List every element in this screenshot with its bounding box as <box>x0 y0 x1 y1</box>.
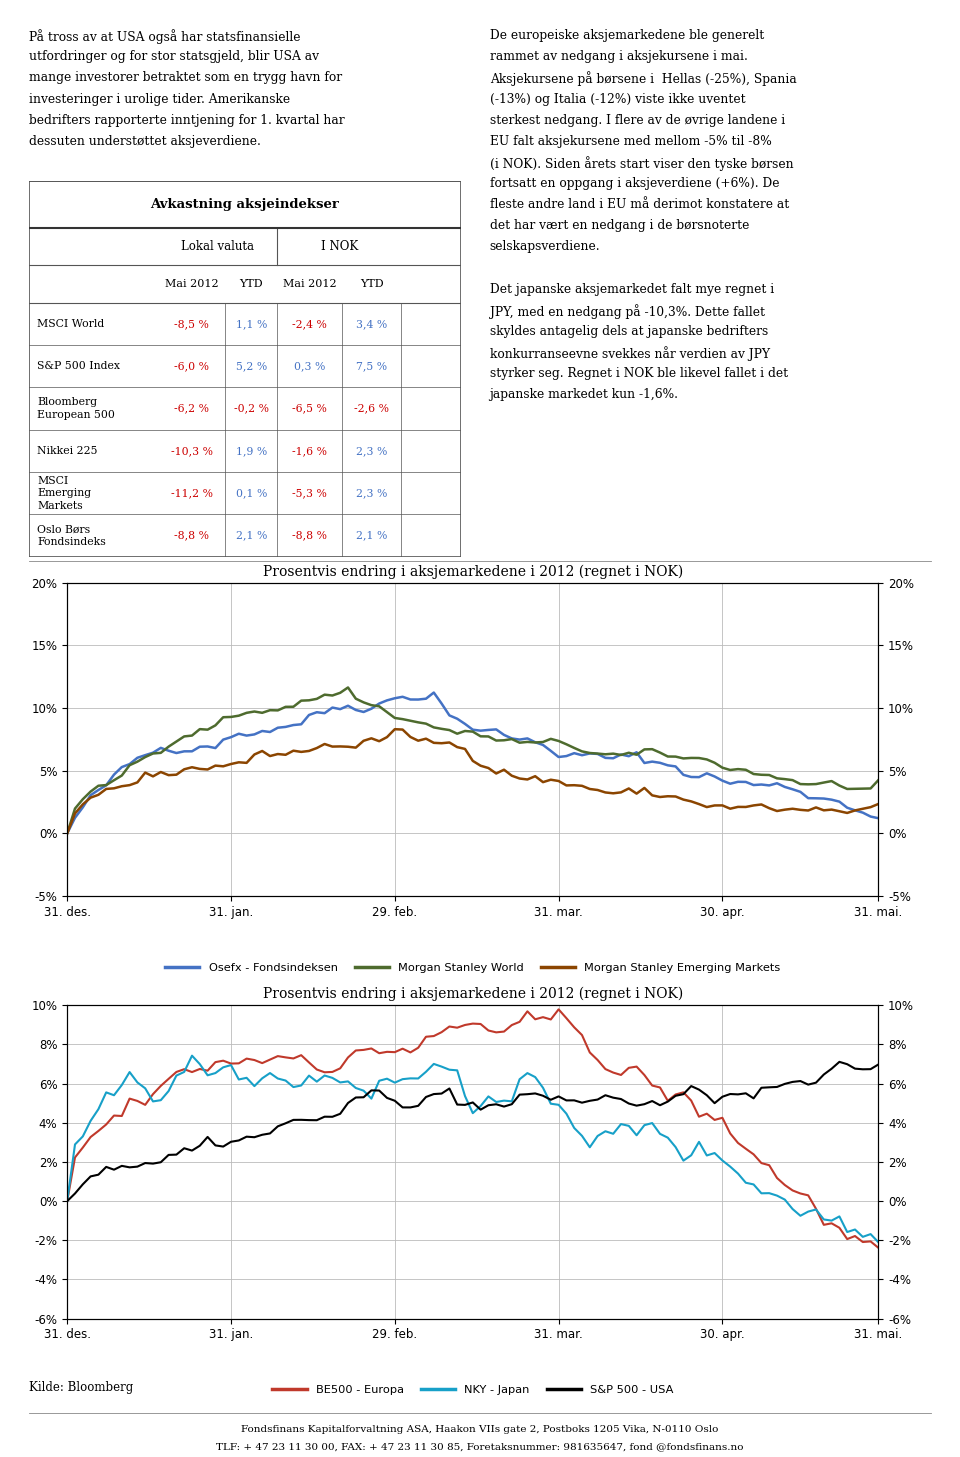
Text: Oslo Børs
Fondsindeks: Oslo Børs Fondsindeks <box>37 525 107 546</box>
Text: YTD: YTD <box>360 280 383 288</box>
Text: -6,0 %: -6,0 % <box>175 361 209 372</box>
Text: -10,3 %: -10,3 % <box>171 446 213 456</box>
Legend: BE500 - Europa, NKY - Japan, S&P 500 - USA: BE500 - Europa, NKY - Japan, S&P 500 - U… <box>268 1381 678 1400</box>
Text: (i NOK). Siden årets start viser den tyske børsen: (i NOK). Siden årets start viser den tys… <box>490 156 793 170</box>
Text: sterkest nedgang. I flere av de øvrige landene i: sterkest nedgang. I flere av de øvrige l… <box>490 114 785 127</box>
Text: Kilde: Bloomberg: Kilde: Bloomberg <box>29 1381 133 1394</box>
Text: 0,1 %: 0,1 % <box>235 488 267 498</box>
Text: selskapsverdiene.: selskapsverdiene. <box>490 240 600 254</box>
Text: Nikkei 225: Nikkei 225 <box>37 446 98 456</box>
Title: Prosentvis endring i aksjemarkedene i 2012 (regnet i NOK): Prosentvis endring i aksjemarkedene i 20… <box>263 564 683 578</box>
Text: investeringer i urolige tider. Amerikanske: investeringer i urolige tider. Amerikans… <box>29 93 290 105</box>
Text: -2,6 %: -2,6 % <box>354 404 389 414</box>
Text: skyldes antagelig dels at japanske bedrifters: skyldes antagelig dels at japanske bedri… <box>490 325 768 338</box>
Text: Mai 2012: Mai 2012 <box>283 280 336 288</box>
Text: -6,2 %: -6,2 % <box>175 404 209 414</box>
Text: I NOK: I NOK <box>321 240 358 254</box>
Text: -1,6 %: -1,6 % <box>292 446 327 456</box>
Text: 2,3 %: 2,3 % <box>356 446 387 456</box>
Text: (-13%) og Italia (-12%) viste ikke uventet: (-13%) og Italia (-12%) viste ikke uvent… <box>490 93 745 105</box>
Text: Fondsfinans Kapitalforvaltning ASA, Haakon VIIs gate 2, Postboks 1205 Vika, N-01: Fondsfinans Kapitalforvaltning ASA, Haak… <box>241 1425 719 1434</box>
Text: 2,3 %: 2,3 % <box>356 488 387 498</box>
Text: Avkastning aksjeindekser: Avkastning aksjeindekser <box>151 198 339 211</box>
Text: -8,5 %: -8,5 % <box>175 319 209 329</box>
Text: Bloomberg
European 500: Bloomberg European 500 <box>37 398 115 420</box>
Text: fleste andre land i EU må derimot konstatere at: fleste andre land i EU må derimot konsta… <box>490 198 789 211</box>
Text: -8,8 %: -8,8 % <box>292 530 327 541</box>
Text: -11,2 %: -11,2 % <box>171 488 213 498</box>
Text: MSCI
Emerging
Markets: MSCI Emerging Markets <box>37 476 91 510</box>
Text: rammet av nedgang i aksjekursene i mai.: rammet av nedgang i aksjekursene i mai. <box>490 50 748 63</box>
Text: det har vært en nedgang i de børsnoterte: det har vært en nedgang i de børsnoterte <box>490 220 749 232</box>
Text: 2,1 %: 2,1 % <box>356 530 387 541</box>
Title: Prosentvis endring i aksjemarkedene i 2012 (regnet i NOK): Prosentvis endring i aksjemarkedene i 20… <box>263 986 683 1001</box>
Text: 3,4 %: 3,4 % <box>356 319 387 329</box>
Text: EU falt aksjekursene med mellom -5% til -8%: EU falt aksjekursene med mellom -5% til … <box>490 136 771 147</box>
Text: -5,3 %: -5,3 % <box>292 488 327 498</box>
Text: utfordringer og for stor statsgjeld, blir USA av: utfordringer og for stor statsgjeld, bli… <box>29 50 319 63</box>
Text: -6,5 %: -6,5 % <box>292 404 327 414</box>
Text: Mai 2012: Mai 2012 <box>165 280 219 288</box>
Text: -2,4 %: -2,4 % <box>292 319 327 329</box>
Text: mange investorer betraktet som en trygg havn for: mange investorer betraktet som en trygg … <box>29 71 342 85</box>
Text: dessuten understøttet aksjeverdiene.: dessuten understøttet aksjeverdiene. <box>29 136 261 147</box>
Text: På tross av at USA også har statsfinansielle: På tross av at USA også har statsfinansi… <box>29 29 300 44</box>
Text: Lokal valuta: Lokal valuta <box>181 240 254 254</box>
Text: 5,2 %: 5,2 % <box>235 361 267 372</box>
Text: Aksjekursene på børsene i  Hellas (-25%), Spania: Aksjekursene på børsene i Hellas (-25%),… <box>490 71 797 86</box>
Text: 2,1 %: 2,1 % <box>235 530 267 541</box>
Text: fortsatt en oppgang i aksjeverdiene (+6%). De: fortsatt en oppgang i aksjeverdiene (+6%… <box>490 178 780 189</box>
Text: 1,9 %: 1,9 % <box>235 446 267 456</box>
Text: -0,2 %: -0,2 % <box>234 404 269 414</box>
Text: japanske markedet kun -1,6%.: japanske markedet kun -1,6%. <box>490 389 679 401</box>
Legend: Osefx - Fondsindeksen, Morgan Stanley World, Morgan Stanley Emerging Markets: Osefx - Fondsindeksen, Morgan Stanley Wo… <box>160 959 785 978</box>
Text: TLF: + 47 23 11 30 00, FAX: + 47 23 11 30 85, Foretaksnummer: 981635647, fond @f: TLF: + 47 23 11 30 00, FAX: + 47 23 11 3… <box>216 1442 744 1451</box>
Text: 7,5 %: 7,5 % <box>356 361 387 372</box>
Text: JPY, med en nedgang på -10,3%. Dette fallet: JPY, med en nedgang på -10,3%. Dette fal… <box>490 305 764 319</box>
Text: YTD: YTD <box>239 280 263 288</box>
Text: -8,8 %: -8,8 % <box>175 530 209 541</box>
Text: styrker seg. Regnet i NOK ble likevel fallet i det: styrker seg. Regnet i NOK ble likevel fa… <box>490 367 788 380</box>
Text: De europeiske aksjemarkedene ble generelt: De europeiske aksjemarkedene ble generel… <box>490 29 764 42</box>
Text: Det japanske aksjemarkedet falt mye regnet i: Det japanske aksjemarkedet falt mye regn… <box>490 283 774 296</box>
Text: MSCI World: MSCI World <box>37 319 105 329</box>
Text: 1,1 %: 1,1 % <box>235 319 267 329</box>
Text: 0,3 %: 0,3 % <box>294 361 325 372</box>
Text: S&P 500 Index: S&P 500 Index <box>37 361 120 372</box>
Text: bedrifters rapporterte inntjening for 1. kvartal har: bedrifters rapporterte inntjening for 1.… <box>29 114 345 127</box>
Text: konkurranseevne svekkes når verdien av JPY: konkurranseevne svekkes når verdien av J… <box>490 347 770 361</box>
